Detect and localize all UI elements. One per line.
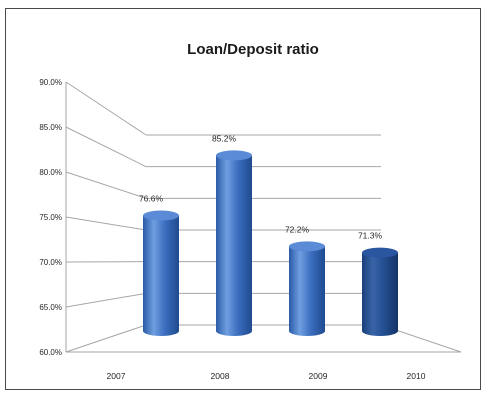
data-label: 85.2%	[212, 133, 237, 143]
y-tick-label: 80.0%	[39, 168, 62, 177]
bar-body	[289, 246, 325, 336]
x-category-label: 2008	[211, 371, 230, 381]
loan-deposit-chart: Loan/Deposit ratio 60.0% 65.0% 70.0% 75.0% 8…	[39, 41, 462, 381]
chart-frame: Loan/Deposit ratio 60.0% 65.0% 70.0% 75.0% 8…	[5, 8, 481, 390]
bar-cap	[143, 210, 179, 221]
bar-body	[143, 215, 179, 336]
bar-cap	[362, 247, 398, 258]
bar-cap	[289, 241, 325, 252]
data-label: 76.6%	[139, 194, 164, 204]
chart-title: Loan/Deposit ratio	[187, 41, 319, 58]
bar-2008	[216, 150, 252, 336]
bar-cap	[216, 150, 252, 161]
floor-left-edge	[65, 324, 147, 353]
y-tick-label: 60.0%	[39, 348, 62, 357]
y-tick-label: 90.0%	[39, 78, 62, 87]
gridline-diagonal	[65, 216, 147, 231]
gridline-diagonal	[65, 292, 147, 308]
bars	[143, 150, 398, 336]
y-tick-label: 75.0%	[39, 213, 62, 222]
data-label: 71.3%	[358, 231, 383, 241]
bar-body	[216, 155, 252, 336]
y-axis-ticks: 60.0% 65.0% 70.0% 75.0% 80.0% 85.0% 90.0%	[39, 78, 62, 357]
bar-body	[362, 252, 398, 336]
bar-2009	[289, 241, 325, 336]
bar-2007	[143, 210, 179, 336]
x-category-label: 2009	[309, 371, 328, 381]
y-tick-label: 70.0%	[39, 258, 62, 267]
gridlines	[65, 81, 462, 353]
x-axis-categories: 2007 2008 2009 2010	[107, 371, 426, 381]
x-category-label: 2007	[107, 371, 126, 381]
x-category-label: 2010	[407, 371, 426, 381]
y-tick-label: 65.0%	[39, 303, 62, 312]
bar-2010	[362, 247, 398, 336]
gridline-diagonal	[65, 81, 147, 136]
data-labels: 76.6% 85.2% 72.2% 71.3%	[139, 133, 383, 240]
gridline-diagonal	[65, 126, 147, 168]
y-tick-label: 85.0%	[39, 123, 62, 132]
gridline-diagonal	[65, 171, 147, 199]
data-label: 72.2%	[285, 224, 310, 234]
